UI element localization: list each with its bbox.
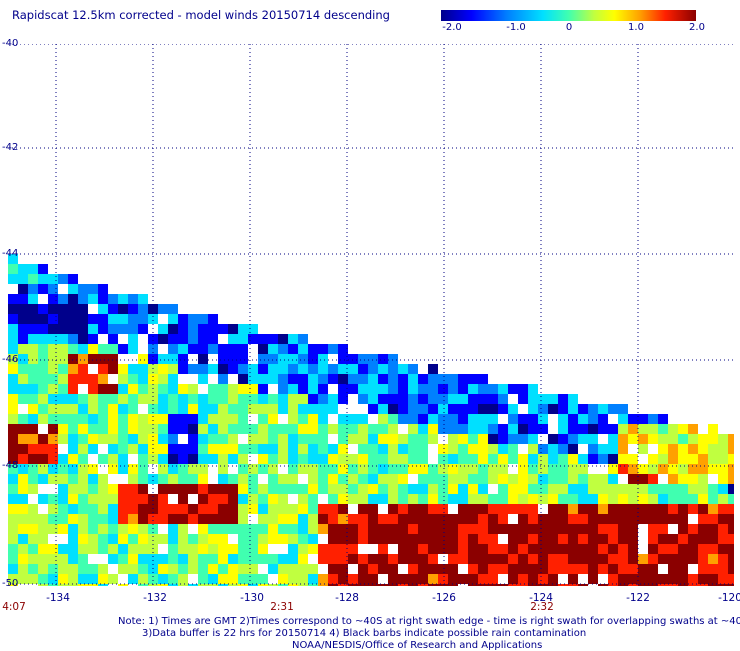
swath-cells xyxy=(8,254,734,586)
lat-label-44: -44 xyxy=(2,248,19,259)
map-title: Rapidscat 12.5km corrected - model winds… xyxy=(12,8,390,22)
colorbar-label-neg1: -1.0 xyxy=(506,22,526,33)
wind-difference-map xyxy=(8,44,734,586)
lon-label-132: -132 xyxy=(143,592,167,604)
lat-label-48: -48 xyxy=(2,460,19,471)
time-label-right: 2:32 xyxy=(530,601,554,613)
time-label-left: 4:07 xyxy=(2,601,26,613)
lat-label-50: -50 xyxy=(2,578,19,589)
time-label-middle: 2:31 xyxy=(270,601,294,613)
footer-note-line2: 3)Data buffer is 22 hrs for 20150714 4) … xyxy=(142,628,587,639)
footer-note-line1: Note: 1) Times are GMT 2)Times correspon… xyxy=(118,616,740,627)
colorbar-label-max: 2.0 xyxy=(689,22,705,33)
lat-label-42: -42 xyxy=(2,142,19,153)
lon-label-126: -126 xyxy=(432,592,456,604)
colorbar-label-min: -2.0 xyxy=(442,22,462,33)
lat-label-40: -40 xyxy=(2,38,19,49)
lat-lon-grid xyxy=(8,44,734,586)
colorbar-label-zero: 0 xyxy=(565,22,573,33)
lon-label-124: -124 xyxy=(529,592,553,604)
colorbar-label-pos1: 1.0 xyxy=(628,22,644,33)
lon-label-128: -128 xyxy=(335,592,359,604)
lon-label-130: -130 xyxy=(240,592,264,604)
footer-credit: NOAA/NESDIS/Office of Research and Appli… xyxy=(292,640,543,651)
lat-label-46: -46 xyxy=(2,354,19,365)
lon-label-120: -120 xyxy=(718,592,740,604)
lon-label-134: -134 xyxy=(46,592,70,604)
lon-label-122: -122 xyxy=(626,592,650,604)
colorbar xyxy=(441,10,696,21)
